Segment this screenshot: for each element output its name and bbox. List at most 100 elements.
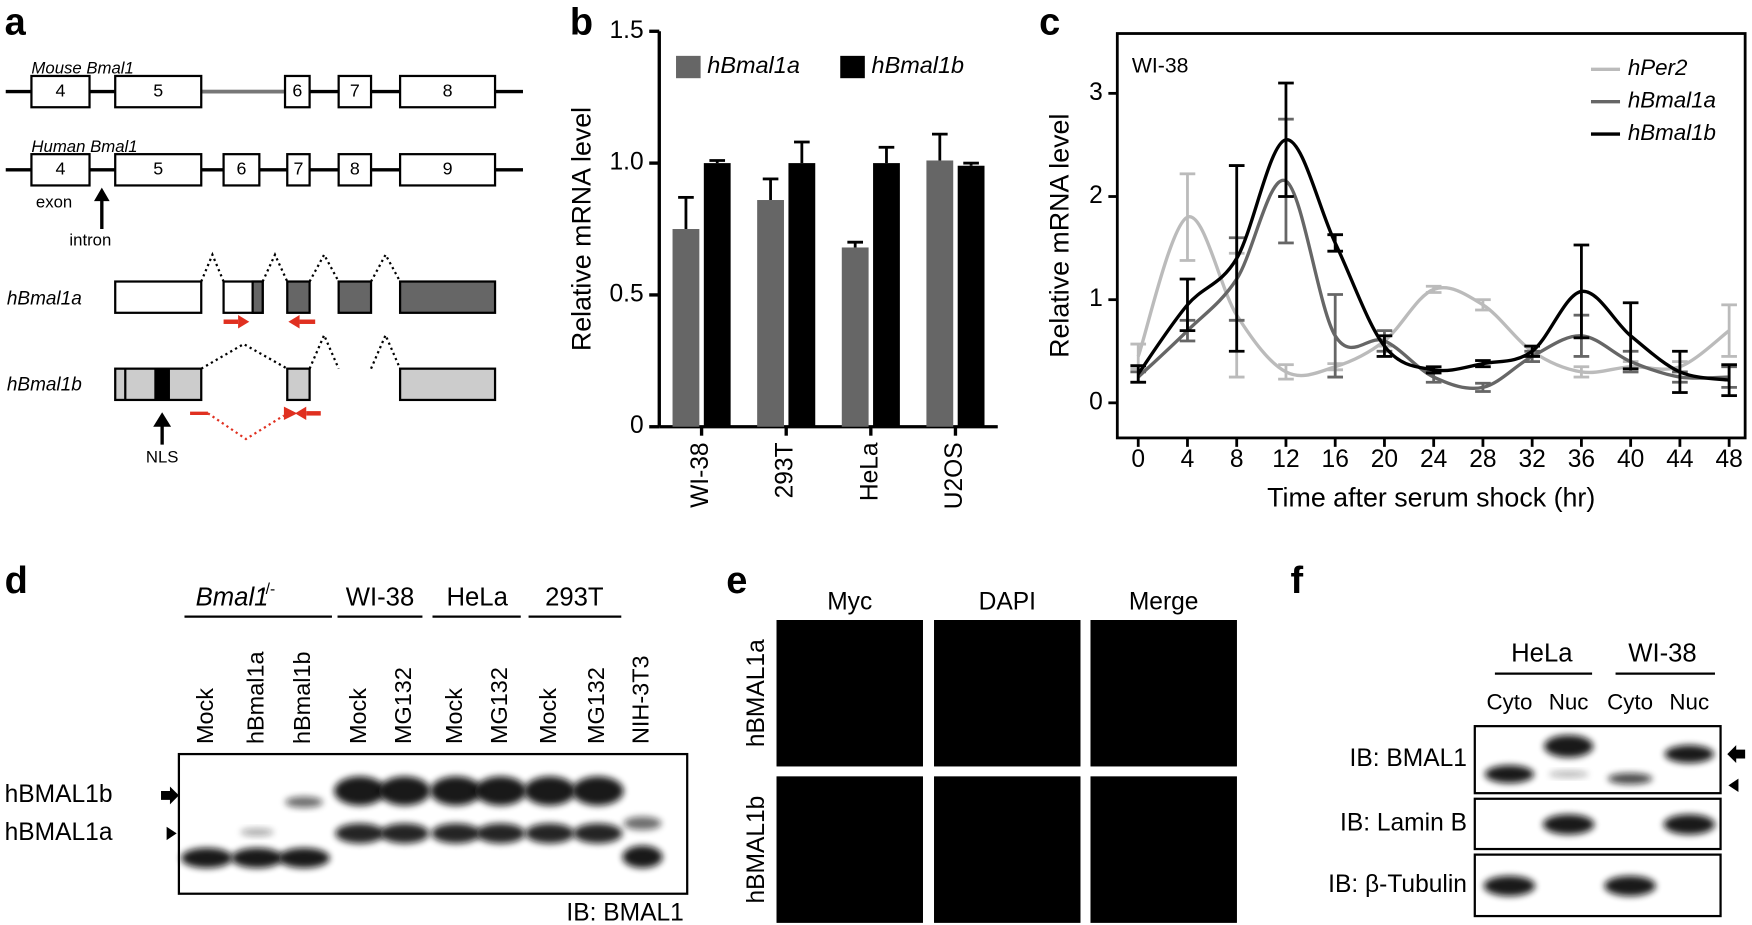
genotype-superscript: -/- [260, 581, 275, 598]
nls-box [154, 368, 170, 400]
bar [703, 163, 731, 427]
x-tick-label: U2OS [941, 442, 968, 509]
band [430, 776, 482, 806]
lane-label: MG132 [486, 667, 512, 744]
bar [788, 163, 816, 427]
bar [841, 247, 869, 427]
band-arrowhead [1728, 778, 1739, 793]
exon-number: 7 [293, 159, 303, 179]
lane-label: hBmal1b [289, 651, 315, 744]
series-line [1136, 138, 1730, 382]
isoform-label: hBmal1b [7, 374, 82, 395]
y-tick-label: 2 [1089, 182, 1103, 209]
x-tick-label: 48 [1715, 446, 1742, 473]
panel-label: e [726, 560, 747, 602]
splice [200, 251, 225, 282]
blot [177, 752, 689, 895]
band [278, 847, 330, 869]
lane-label: NIH-3T3 [628, 655, 654, 744]
column-label: Myc [827, 589, 872, 616]
plot-frame [1115, 32, 1747, 440]
x-tick-label: 8 [1230, 446, 1244, 473]
panel-label: b [570, 2, 593, 44]
genotype: Bmal1 [196, 584, 269, 612]
lane-label: Mock [345, 688, 371, 744]
band [623, 816, 662, 831]
x-tick-label: 0 [1131, 446, 1145, 473]
exon [337, 153, 373, 187]
y-axis-label: Relative mRNA level [1045, 114, 1075, 358]
group-label: WI-38 [346, 584, 415, 612]
legend-swatch [676, 55, 701, 79]
legend-label: hBmal1a [707, 52, 800, 78]
antibody-label: IB: BMAL1 [566, 899, 683, 925]
splice [370, 332, 402, 370]
x-tick-label: 32 [1519, 446, 1546, 473]
y-tick-label: 0 [630, 412, 644, 439]
isoform-exon [114, 280, 203, 314]
isoform-label: hBmal1a [7, 288, 82, 309]
clip-rect [776, 776, 923, 923]
panel-label: c [1039, 2, 1060, 44]
exon-label: exon [36, 193, 72, 212]
legend-label: hBmal1a [1628, 88, 1716, 113]
splice [308, 332, 340, 370]
exon-number: 9 [443, 159, 453, 179]
exon-number: 4 [56, 80, 66, 100]
exon-number: 4 [56, 159, 66, 179]
lane-label: hBmal1a [242, 651, 268, 745]
group-label: HeLa [446, 584, 508, 612]
exon [30, 74, 91, 109]
arrow-head [153, 412, 172, 427]
exon [30, 153, 91, 187]
panel-label: f [1290, 560, 1303, 602]
band [181, 847, 233, 869]
x-tick-label: 293T [772, 442, 799, 498]
band [524, 776, 576, 806]
exon [286, 153, 311, 187]
blot-label: IB: Lamin B [1340, 809, 1467, 836]
band-arrow [161, 786, 179, 805]
isoform-exon [398, 280, 497, 314]
legend-label: hBmal1b [872, 52, 965, 78]
exon [398, 153, 497, 187]
band [1663, 814, 1715, 835]
clip-rect [934, 620, 1081, 767]
x-tick-label: 40 [1617, 446, 1644, 473]
band [334, 776, 386, 806]
gene-label: Mouse Bmal1 [31, 59, 133, 78]
fraction-label: Cyto [1486, 690, 1532, 715]
exon-number: 8 [443, 80, 453, 100]
lane-label: Mock [192, 688, 218, 744]
x-tick-label: 16 [1322, 446, 1349, 473]
blot-label: IB: BMAL1 [1350, 745, 1467, 772]
group-label: 293T [545, 584, 604, 612]
band [1544, 735, 1594, 758]
x-tick-label: WI-38 [687, 442, 714, 508]
panel-label: a [5, 2, 27, 44]
band [1483, 875, 1536, 896]
primer [288, 315, 300, 329]
legend-swatch [840, 55, 865, 79]
lane-label: MG132 [583, 667, 609, 744]
exon-number: 5 [153, 159, 163, 179]
x-tick-label: 24 [1420, 446, 1447, 473]
splice [261, 252, 289, 282]
splice [370, 252, 402, 283]
primer [295, 406, 307, 421]
band [525, 823, 575, 844]
legend-label: hBmal1b [1628, 120, 1716, 145]
primer [283, 406, 298, 421]
bar [926, 160, 954, 427]
band [474, 776, 527, 806]
splice [308, 252, 340, 283]
clip-rect [1090, 776, 1237, 923]
y-tick-label: 1 [1089, 285, 1103, 312]
exon [114, 74, 203, 109]
exon-number: 6 [292, 80, 302, 100]
bar [873, 163, 900, 427]
isoform-exon [398, 367, 497, 402]
y-tick-label: 1.0 [609, 149, 643, 176]
